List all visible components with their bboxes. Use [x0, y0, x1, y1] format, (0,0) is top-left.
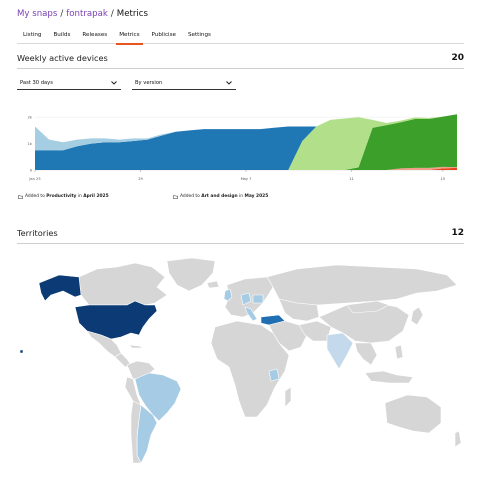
- territories-map[interactable]: [17, 255, 464, 470]
- chevron-down-icon: [226, 81, 232, 85]
- tab-bar: Listing Builds Releases Metrics Publicis…: [17, 30, 464, 45]
- map-alaska[interactable]: [38, 274, 82, 302]
- breadcrumb-snap-link[interactable]: fontrapak: [66, 9, 108, 19]
- map-southeast-asia: [354, 342, 378, 366]
- chart-x-tick-label: May 7: [241, 177, 252, 181]
- tab-metrics[interactable]: Metrics: [113, 30, 145, 45]
- map-central-america: [114, 352, 132, 368]
- map-mongolia: [346, 300, 390, 314]
- annotation-productivity: Added to Productivity in April 2025: [18, 194, 109, 199]
- folder-icon: [173, 194, 178, 199]
- weekly-active-devices-header: Weekly active devices 20: [17, 53, 464, 69]
- annotation-date: May 2025: [244, 194, 269, 199]
- tab-listing[interactable]: Listing: [23, 32, 42, 38]
- weekly-active-devices-chart[interactable]: 2k 1k 0 Jan 25 29 May 7 11 15: [17, 98, 464, 190]
- annotation-mid: in: [76, 194, 84, 199]
- tab-publicise[interactable]: Publicise: [151, 32, 176, 38]
- breadcrumb: My snaps / fontrapak / Metrics: [17, 9, 148, 19]
- map-indonesia: [364, 370, 414, 384]
- annotation-date: April 2025: [83, 194, 109, 199]
- map-iceland: [206, 280, 220, 289]
- chart-area-series-4[interactable]: [35, 114, 457, 170]
- map-madagascar: [284, 386, 292, 408]
- map-poland[interactable]: [252, 294, 264, 304]
- map-uk[interactable]: [223, 288, 233, 302]
- map-philippines: [394, 344, 404, 360]
- map-germany[interactable]: [240, 292, 252, 306]
- chart-y-tick-label: 0: [30, 169, 33, 173]
- annotation-category: Art and design: [201, 194, 238, 199]
- map-japan: [410, 306, 424, 326]
- chart-x-tick-label: 15: [441, 177, 446, 181]
- breadcrumb-current: Metrics: [116, 9, 148, 19]
- annotation-category: Productivity: [46, 194, 77, 199]
- period-select[interactable]: Past 30 days: [17, 78, 121, 90]
- map-australia: [384, 394, 442, 434]
- weekly-active-devices-count: 20: [451, 53, 464, 63]
- weekly-active-devices-title: Weekly active devices: [17, 53, 108, 63]
- territories-header: Territories 12: [17, 228, 464, 244]
- map-chile: [130, 400, 142, 464]
- map-central-asia: [278, 298, 320, 322]
- map-cuba: [128, 344, 144, 349]
- map-greenland: [166, 257, 216, 292]
- map-russia: [266, 264, 458, 306]
- chart-x-tick-label: Jan 25: [28, 177, 40, 181]
- folder-icon: [18, 194, 23, 199]
- breadcrumb-my-snaps-link[interactable]: My snaps: [17, 9, 58, 19]
- chart-area-series-5[interactable]: [35, 114, 457, 170]
- territories-count: 12: [451, 228, 464, 238]
- annotation-prefix: Added to: [25, 194, 47, 199]
- chart-area-series-3[interactable]: [35, 114, 457, 170]
- map-hawaii[interactable]: [19, 349, 24, 354]
- chart-y-tick-label: 1k: [28, 142, 33, 146]
- annotation-mid: in: [237, 194, 245, 199]
- chevron-down-icon: [111, 81, 117, 85]
- map-brazil[interactable]: [134, 372, 182, 422]
- map-canada: [78, 262, 168, 306]
- map-africa: [210, 320, 290, 418]
- chart-x-tick-label: 29: [138, 177, 143, 181]
- annotation-art-and-design: Added to Art and design in May 2025: [173, 194, 268, 199]
- tab-settings[interactable]: Settings: [187, 32, 211, 38]
- breadcrumb-separator: /: [110, 9, 114, 19]
- breadcrumb-separator: /: [60, 9, 64, 19]
- territories-title: Territories: [17, 228, 58, 238]
- map-italy[interactable]: [244, 306, 258, 322]
- tab-releases[interactable]: Releases: [82, 32, 108, 38]
- tab-builds[interactable]: Builds: [53, 32, 71, 38]
- chart-y-tick-label: 2k: [28, 116, 33, 120]
- map-usa[interactable]: [74, 300, 158, 340]
- annotation-prefix: Added to: [180, 194, 202, 199]
- map-new-zealand: [454, 430, 462, 448]
- version-select[interactable]: By version: [132, 78, 236, 90]
- map-india[interactable]: [326, 332, 354, 370]
- chart-x-tick-label: 11: [349, 177, 354, 181]
- version-select-value: By version: [135, 80, 163, 86]
- period-select-value: Past 30 days: [20, 80, 53, 86]
- map-kenya[interactable]: [268, 368, 280, 382]
- chart-area-series-2[interactable]: [35, 166, 457, 170]
